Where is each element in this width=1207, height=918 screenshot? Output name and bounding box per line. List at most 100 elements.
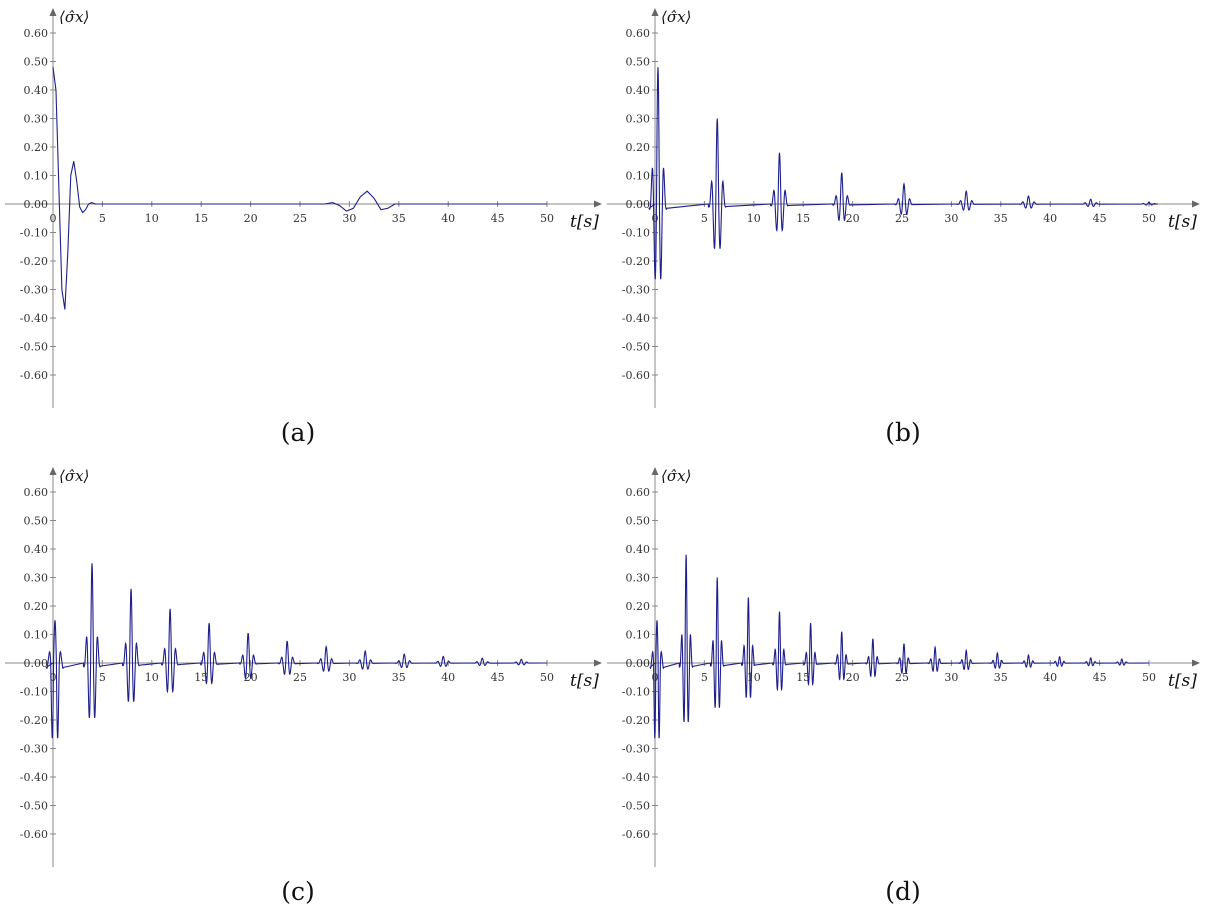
y-tick-label: 0.60: [626, 486, 651, 499]
y-tick-label: -0.20: [622, 714, 650, 727]
y-tick-label: -0.20: [20, 714, 48, 727]
y-tick-label: 0.60: [626, 27, 651, 40]
chart-a-svg: 0.60 0.50 0.40 0.30 0.20 0.10 0.00 -0.10 -0.20 -0…: [5, 8, 602, 408]
y-tick-label: 0.00: [24, 198, 49, 211]
x-tick-label: 15: [194, 212, 208, 225]
x-tick-label: 15: [796, 212, 810, 225]
plot-group: 0.60 0.50 0.40 0.30 0.20 0.10 0.00 -0.10 -0.20 -0…: [5, 8, 602, 408]
y-tick-label: 0.00: [626, 198, 651, 211]
y-tick-label: -0.40: [622, 771, 650, 784]
y-tick-label: 0.20: [626, 141, 651, 154]
y-tick-label: -0.50: [20, 341, 48, 354]
x-tick-label: 5: [99, 671, 106, 684]
y-tick-label: 0.60: [24, 27, 49, 40]
y-tick-label: 0.50: [626, 56, 651, 69]
x-tick-label: 50: [1142, 212, 1156, 225]
x-tick-label: 40: [441, 212, 455, 225]
y-tick-label: 0.30: [24, 113, 49, 126]
y-tick-label: 0.30: [626, 113, 651, 126]
chart-b-svg: 0.60 0.50 0.40 0.30 0.20 0.10 0.00 -0.10 -0.20 -0…: [607, 8, 1200, 408]
x-axis-label: t[s]: [570, 671, 599, 691]
x-tick-label: 0: [50, 212, 57, 225]
x-tick-label: 25: [895, 212, 909, 225]
x-axis-arrow-icon: [1192, 200, 1200, 208]
y-tick-label: -0.20: [20, 255, 48, 268]
x-tick-label: 10: [747, 671, 761, 684]
y-tick-label: 0.40: [24, 84, 49, 97]
y-tick-label: 0.20: [24, 141, 49, 154]
y-tick-label: -0.30: [622, 743, 650, 756]
y-tick-label: 0.20: [626, 600, 651, 613]
y-tick-label: -0.10: [20, 686, 48, 699]
x-tick-label: 30: [944, 212, 958, 225]
x-tick-label: 10: [145, 212, 159, 225]
y-tick-label: 0.50: [24, 56, 49, 69]
x-tick-label: 45: [491, 671, 505, 684]
x-tick-label: 45: [491, 212, 505, 225]
x-tick-label: 25: [895, 671, 909, 684]
chart-panel-b: 0.60 0.50 0.40 0.30 0.20 0.10 0.00 -0.10 -0.20 -0…: [603, 0, 1206, 459]
y-tick-label: 0.30: [626, 572, 651, 585]
y-axis-arrow-icon: [49, 8, 57, 16]
x-axis-label: t[s]: [1168, 671, 1197, 691]
x-tick-label: 15: [194, 671, 208, 684]
chart-panel-c: 0.60 0.50 0.40 0.30 0.20 0.10 0.00 -0.10 -0.20 -0…: [0, 459, 603, 918]
y-tick-label: -0.60: [622, 828, 650, 841]
x-tick-label: 5: [701, 212, 708, 225]
y-tick-label: -0.40: [622, 312, 650, 325]
x-tick-label: 10: [747, 212, 761, 225]
panel-caption-b: (b): [885, 418, 921, 447]
panel-caption-a: (a): [280, 418, 316, 447]
y-tick-label: -0.40: [20, 771, 48, 784]
x-tick-label: 0: [652, 671, 659, 684]
x-axis-label: t[s]: [570, 212, 599, 232]
series-line: [52, 67, 547, 310]
x-axis-arrow-icon: [594, 659, 602, 667]
x-tick-label: 45: [1093, 671, 1107, 684]
x-tick-label: 40: [441, 671, 455, 684]
x-tick-label: 30: [342, 671, 356, 684]
y-tick-label: -0.10: [20, 227, 48, 240]
y-tick-label: -0.10: [622, 686, 650, 699]
panel-caption-d: (d): [885, 877, 921, 906]
y-axis-arrow-icon: [49, 467, 57, 475]
x-tick-label: 40: [1043, 671, 1057, 684]
y-tick-label: 0.20: [24, 600, 49, 613]
y-tick-label: 0.40: [24, 543, 49, 556]
y-axis-label: ⟨σ̂x⟩: [59, 8, 89, 26]
y-tick-label: -0.50: [622, 341, 650, 354]
y-tick-label: -0.20: [622, 255, 650, 268]
x-tick-label: 20: [244, 212, 258, 225]
x-tick-label: 35: [392, 212, 406, 225]
panel-caption-c: (c): [281, 877, 315, 906]
x-tick-label: 25: [293, 671, 307, 684]
y-tick-label: -0.50: [20, 800, 48, 813]
plot-group: 0.60 0.50 0.40 0.30 0.20 0.10 0.00 -0.10 -0.20 -0…: [607, 467, 1200, 867]
y-axis-arrow-icon: [651, 467, 659, 475]
y-tick-label: -0.60: [20, 828, 48, 841]
x-axis-arrow-icon: [594, 200, 602, 208]
x-tick-label: 0: [652, 212, 659, 225]
x-tick-label: 40: [1043, 212, 1057, 225]
y-tick-label: 0.00: [626, 657, 651, 670]
plot-group: 0.60 0.50 0.40 0.30 0.20 0.10 0.00 -0.10 -0.20 -0…: [607, 8, 1200, 408]
y-tick-label: 0.10: [24, 629, 49, 642]
series-line: [45, 563, 548, 739]
x-tick-label: 30: [342, 212, 356, 225]
x-tick-label: 15: [796, 671, 810, 684]
series-line: [649, 554, 1150, 739]
chart-panel-a: 0.60 0.50 0.40 0.30 0.20 0.10 0.00 -0.10 -0.20 -0…: [0, 0, 603, 459]
x-tick-label: 30: [944, 671, 958, 684]
y-axis-label: ⟨σ̂x⟩: [661, 8, 691, 26]
y-axis-label: ⟨σ̂x⟩: [661, 467, 691, 485]
y-tick-label: -0.40: [20, 312, 48, 325]
x-tick-label: 5: [99, 212, 106, 225]
x-tick-label: 20: [846, 212, 860, 225]
y-tick-label: 0.50: [626, 515, 651, 528]
y-tick-label: 0.40: [626, 543, 651, 556]
chart-panel-d: 0.60 0.50 0.40 0.30 0.20 0.10 0.00 -0.10 -0.20 -0…: [603, 459, 1206, 918]
chart-d-svg: 0.60 0.50 0.40 0.30 0.20 0.10 0.00 -0.10 -0.20 -0…: [607, 467, 1200, 867]
x-axis-label: t[s]: [1168, 212, 1197, 232]
y-tick-label: 0.00: [24, 657, 49, 670]
y-tick-label: -0.30: [20, 743, 48, 756]
